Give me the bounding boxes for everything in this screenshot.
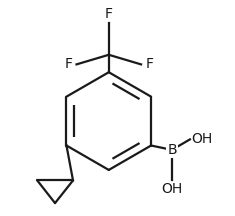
Text: OH: OH xyxy=(161,182,183,196)
Text: F: F xyxy=(145,57,153,70)
Text: OH: OH xyxy=(191,132,212,146)
Text: F: F xyxy=(105,7,113,21)
Text: F: F xyxy=(64,57,72,70)
Text: B: B xyxy=(167,143,177,157)
